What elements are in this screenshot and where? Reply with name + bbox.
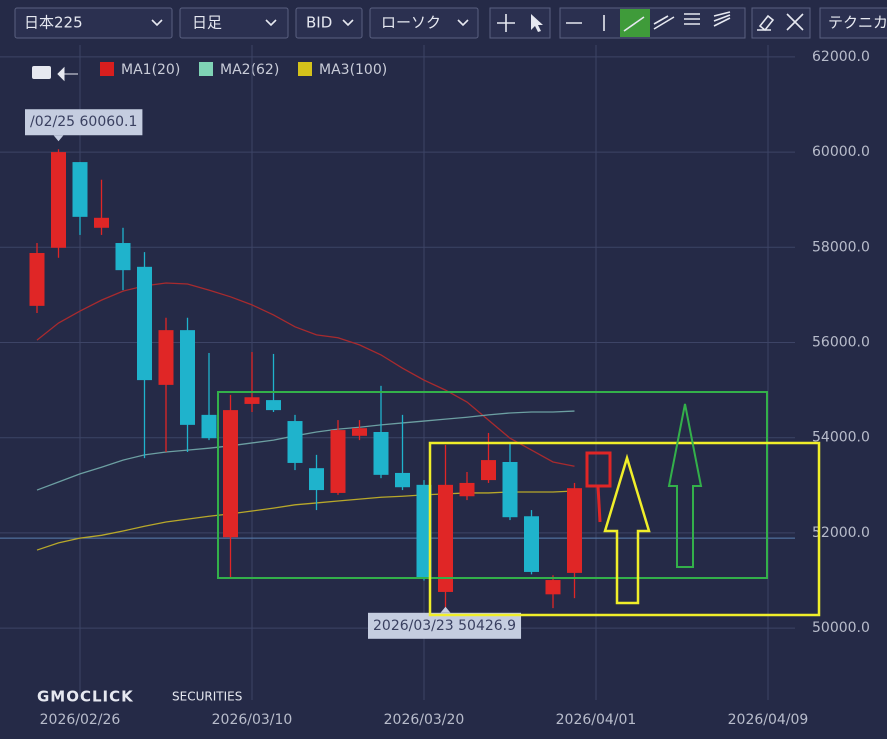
candle-body [287, 421, 303, 463]
technical-label: テクニカ [828, 14, 887, 32]
candle-body [29, 253, 45, 306]
style-label: ローソク [381, 14, 441, 32]
annotation-pointer [440, 606, 451, 613]
period-select[interactable] [179, 7, 289, 39]
legend: MA1(20) MA2(62) MA3(100) [100, 62, 387, 78]
candle-body [180, 330, 195, 425]
green-arrow [667, 403, 703, 568]
annotation-text: /02/25 60060.1 [30, 114, 137, 130]
plot-area: 50000.0 52000.0 54000.0 56000.0 58000.0 60000… [0, 45, 870, 728]
draw-tools[interactable] [559, 7, 746, 39]
candle-body [309, 468, 324, 491]
annotation-box [368, 612, 522, 639]
legend-label: MA2(62) [220, 62, 279, 78]
candle-body [51, 152, 66, 248]
fib-icons [684, 11, 731, 27]
legend-swatch [298, 62, 312, 76]
erase-icons [757, 13, 804, 32]
annotation-pointer [53, 135, 64, 142]
y-tick-label: 50000.0 [812, 620, 870, 636]
collapse-icon[interactable] [57, 66, 78, 82]
style-select[interactable] [369, 7, 479, 39]
logo: GMOCLICK SECURITIES [37, 688, 242, 706]
y-tick-label: 52000.0 [812, 525, 870, 541]
candle-body [545, 580, 561, 595]
legend-label: MA3(100) [319, 62, 387, 78]
symbol-select[interactable] [14, 7, 173, 39]
line-icons [566, 15, 675, 32]
candle-body [115, 243, 131, 271]
candle-body [416, 484, 432, 579]
candle-body [94, 217, 109, 228]
candle-body [137, 266, 152, 381]
candle-body [373, 432, 389, 475]
candle-body [567, 488, 582, 573]
yellow-arrow [603, 453, 651, 605]
candle-body [223, 410, 238, 538]
symbol-label: 日本225 [24, 14, 83, 32]
x-tick-label: 2026/04/01 [556, 712, 637, 728]
candle-body [459, 482, 475, 497]
candle-body [72, 162, 88, 217]
chevron [457, 19, 469, 27]
annotation-box [25, 109, 143, 136]
green-box [217, 391, 768, 579]
x-tick-label: 2026/03/10 [212, 712, 293, 728]
y-tick-label: 58000.0 [812, 239, 870, 255]
candle-body [438, 484, 453, 592]
legend-swatch [199, 62, 213, 76]
ma-line [36, 410, 575, 491]
drawn-overlays [217, 391, 821, 617]
price-annotation: /02/25 60060.1 [25, 109, 143, 142]
red-mark [596, 485, 602, 523]
technical-button[interactable] [819, 7, 887, 39]
side-select[interactable] [295, 7, 363, 39]
y-tick-label: 56000.0 [812, 335, 870, 351]
candle-body [395, 472, 410, 488]
ma-line [36, 282, 575, 467]
candle-body [201, 414, 217, 439]
x-tick-label: 2026/03/20 [384, 712, 465, 728]
x-tick-label: 2026/04/09 [728, 712, 809, 728]
price-annotation: 2026/03/23 50426.9 [368, 606, 522, 639]
candle-body [330, 430, 346, 493]
erase-tools[interactable] [751, 7, 811, 39]
candle-body [352, 428, 367, 436]
candle-body [244, 397, 260, 404]
annotation-text: 2026/03/23 50426.9 [373, 618, 516, 634]
ma-line [36, 490, 575, 551]
legend-swatch [100, 62, 114, 76]
candle-body [266, 400, 281, 411]
candle-body [158, 330, 174, 385]
chevron [151, 19, 163, 27]
logo-suffix: SECURITIES [172, 690, 242, 704]
y-tick-label: 60000.0 [812, 144, 870, 160]
pointer-icon [531, 14, 543, 32]
logo-brand: GMOCLICK [37, 688, 134, 706]
legend-label: MA1(20) [121, 62, 180, 78]
crosshair-icon [497, 14, 515, 32]
candle-body [481, 460, 496, 481]
toolbar: 日本225 日足 BID ローソク テクニカ [14, 7, 887, 39]
candle-body [502, 461, 518, 518]
x-tick-label: 2026/02/26 [40, 712, 121, 728]
chevron [342, 19, 354, 27]
yellow-box [428, 441, 821, 617]
comment-icon[interactable] [32, 66, 51, 79]
period-label: 日足 [192, 14, 222, 32]
y-tick-label: 54000.0 [812, 430, 870, 446]
chevron [265, 19, 277, 27]
candle-body [524, 516, 539, 572]
y-tick-label: 62000.0 [812, 49, 870, 65]
chart-header-icons [32, 66, 78, 82]
side-label: BID [306, 14, 332, 32]
